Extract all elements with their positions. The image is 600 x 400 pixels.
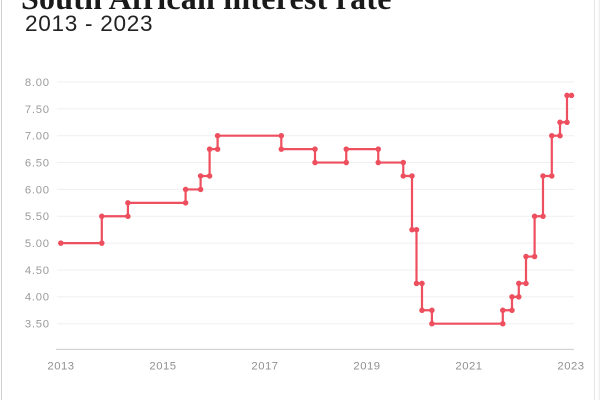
svg-text:6.50: 6.50 [25, 157, 50, 169]
svg-text:7.00: 7.00 [25, 131, 50, 143]
svg-text:2013: 2013 [47, 361, 74, 373]
svg-text:2021: 2021 [455, 361, 482, 373]
svg-text:2019: 2019 [353, 361, 380, 373]
svg-text:8.00: 8.00 [25, 77, 50, 89]
svg-text:2023: 2023 [557, 361, 584, 373]
svg-text:4.50: 4.50 [25, 265, 50, 277]
svg-text:5.00: 5.00 [25, 238, 50, 250]
svg-text:4.00: 4.00 [25, 292, 50, 304]
svg-text:6.00: 6.00 [25, 184, 50, 196]
svg-text:5.50: 5.50 [25, 211, 50, 223]
svg-text:2015: 2015 [149, 361, 176, 373]
svg-text:7.50: 7.50 [25, 104, 50, 116]
svg-text:3.50: 3.50 [25, 319, 50, 331]
svg-text:2017: 2017 [251, 361, 278, 373]
